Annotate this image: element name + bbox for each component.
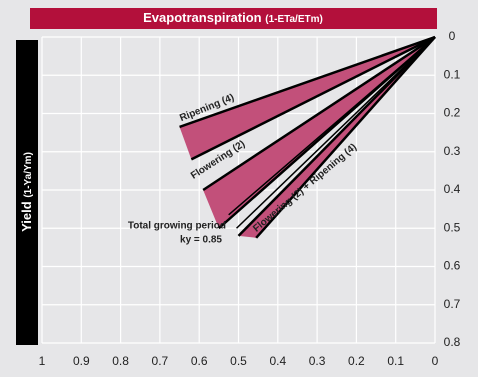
y-tick-label: 0 — [449, 29, 456, 43]
x-tick-label: 1 — [39, 354, 46, 368]
series-label: Total growing period — [128, 221, 226, 232]
band — [203, 37, 435, 229]
y-tick-label: 0.8 — [444, 335, 461, 349]
x-tick-label: 0.1 — [387, 354, 404, 368]
x-tick-label: 0 — [432, 354, 439, 368]
x-axis-label: Evapotranspiration — [143, 10, 262, 25]
x-tick-label: 0.3 — [309, 354, 326, 368]
x-tick-label: 0.4 — [269, 354, 286, 368]
y-axis-label: Yield — [19, 201, 34, 232]
y-axis-title: Yield (1-Ya/Ym) — [19, 152, 34, 232]
y-tick-label: 0.1 — [444, 67, 461, 81]
line — [237, 36, 436, 237]
line — [202, 35, 436, 192]
y-tick-label: 0.7 — [444, 297, 461, 311]
x-tick-label: 0.8 — [112, 354, 129, 368]
y-axis-unit: (1-Ya/Ym) — [23, 152, 34, 198]
series-annotation: ky = 0.85 — [180, 235, 222, 246]
line — [255, 36, 436, 239]
line — [190, 35, 436, 161]
line — [179, 35, 436, 129]
y-tick-label: 0.5 — [444, 220, 461, 234]
y-tick-label: 0.4 — [444, 182, 461, 196]
x-axis-title: Evapotranspiration (1-ETa/ETm) — [143, 10, 323, 25]
x-tick-label: 0.5 — [230, 354, 247, 368]
x-axis-banner — [30, 8, 437, 29]
y-tick-label: 0.3 — [444, 144, 461, 158]
x-tick-label: 0.7 — [152, 354, 169, 368]
y-tick-label: 0.2 — [444, 106, 461, 120]
y-tick-label: 0.6 — [444, 259, 461, 273]
y-axis-banner — [16, 40, 38, 345]
x-tick-label: 0.9 — [73, 354, 90, 368]
line — [228, 36, 436, 216]
band — [179, 37, 435, 160]
x-axis-unit: (1-ETa/ETm) — [265, 14, 323, 25]
x-tick-label: 0.6 — [191, 354, 208, 368]
x-tick-label: 0.2 — [348, 354, 365, 368]
